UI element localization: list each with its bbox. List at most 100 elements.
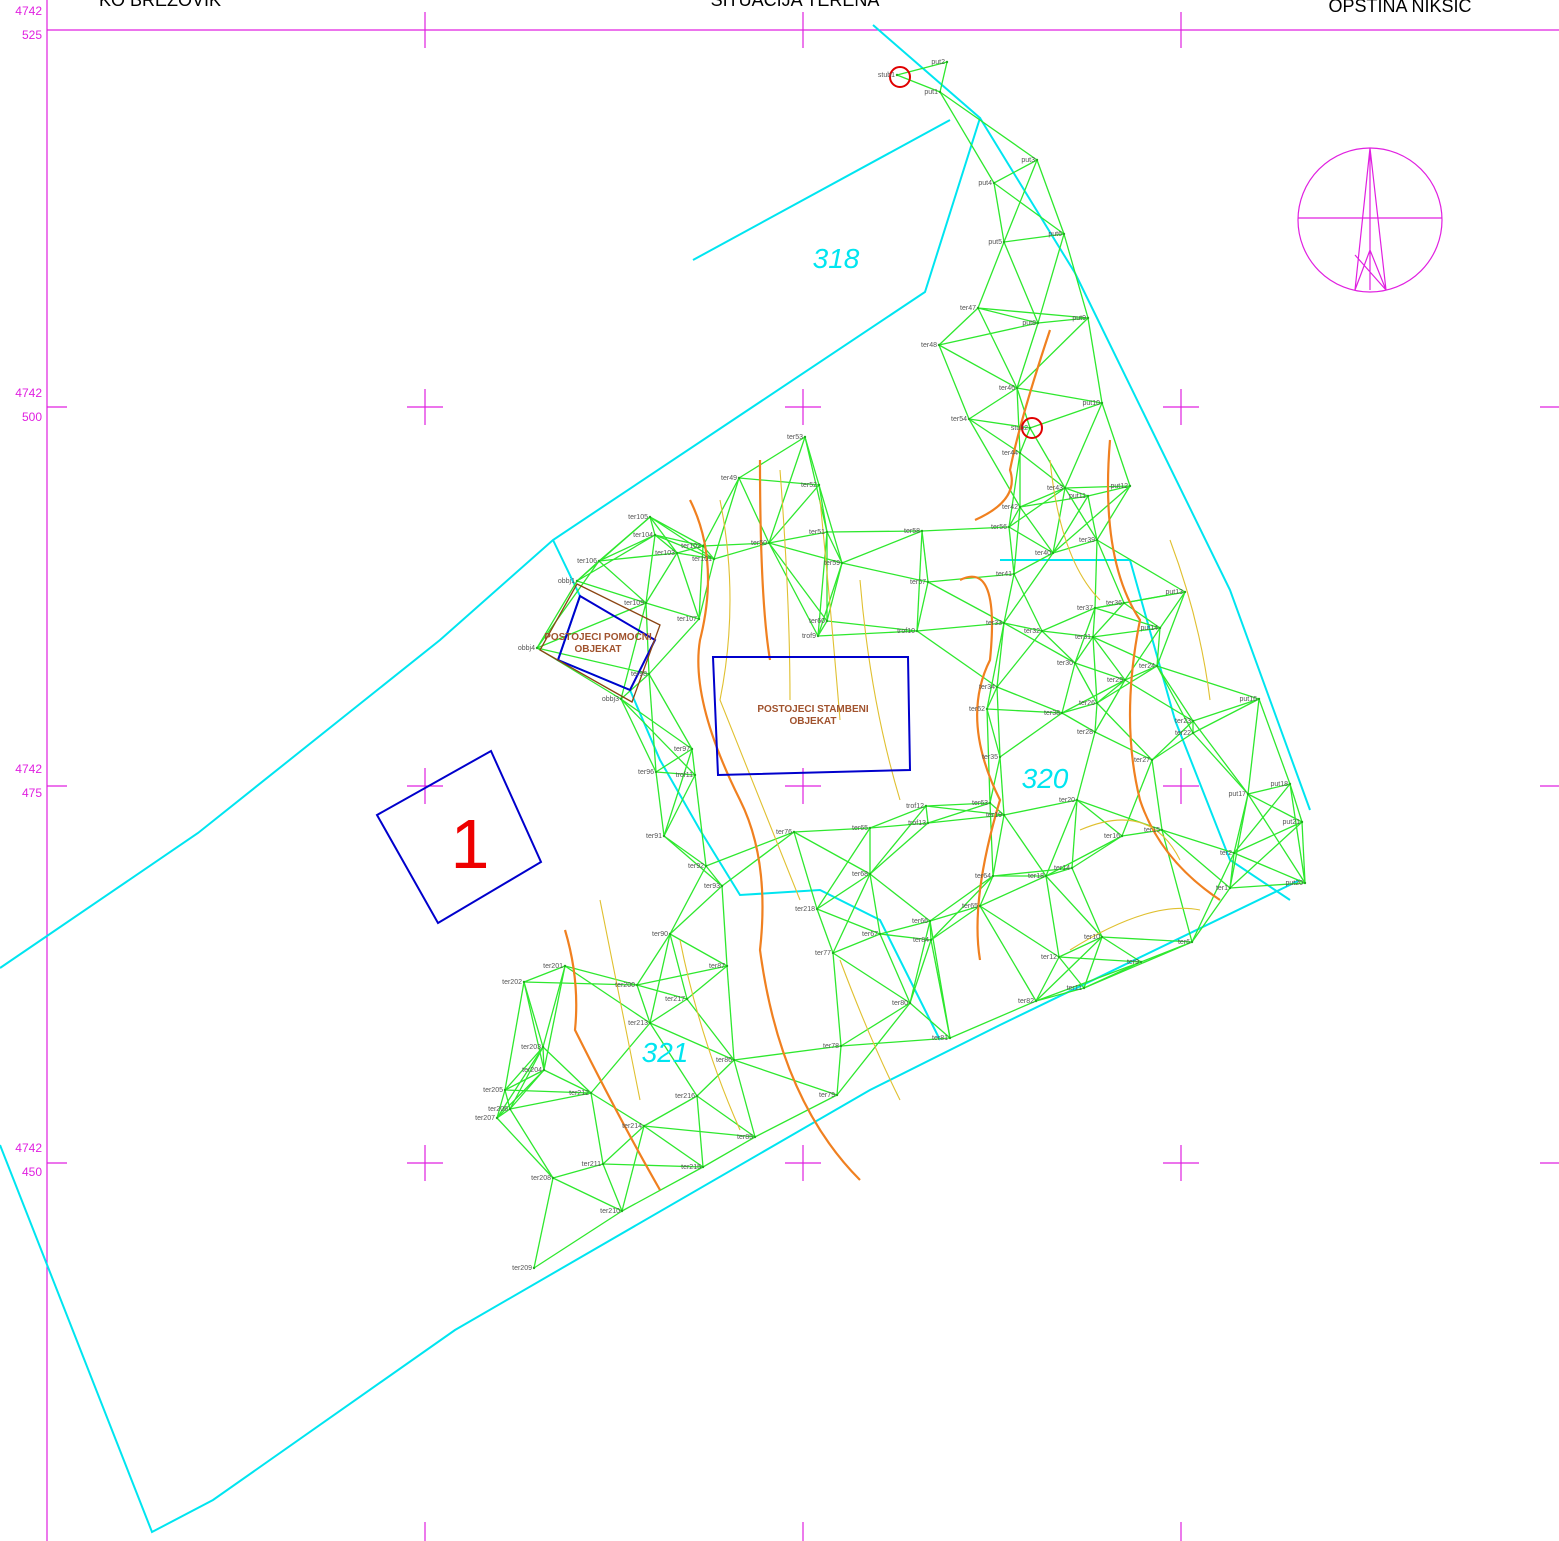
tin-edge [930, 875, 994, 941]
tin-edge [1247, 793, 1303, 823]
point-label: ter32 [1024, 628, 1040, 635]
point-label: ter214 [622, 1123, 642, 1130]
survey-point [648, 1021, 652, 1025]
tin-edge [1016, 317, 1089, 389]
point-label: put8 [1022, 320, 1036, 327]
tin-edge [977, 307, 1089, 319]
tin-edge [1301, 821, 1306, 884]
point-label: obbj4 [518, 645, 535, 652]
header-right: OPSTINA NIKSIC [1328, 0, 1471, 16]
coord-label: 4742 [15, 4, 42, 18]
tin-edge [536, 560, 600, 649]
coord-label: 475 [22, 786, 42, 800]
point-label: ter51 [809, 529, 825, 536]
tin-edge [654, 534, 715, 560]
survey-point [992, 181, 996, 185]
tin-edge [768, 436, 806, 544]
tin-edge [509, 1108, 554, 1179]
point-label: ter10 [1084, 934, 1100, 941]
tin-edge [1052, 487, 1066, 554]
tin-edge [840, 1002, 911, 1047]
tin-edge [793, 827, 871, 833]
survey-point [924, 804, 928, 808]
tin-edge [1121, 759, 1153, 837]
tin-edge [1161, 829, 1235, 854]
tin-edge [768, 542, 843, 564]
survey-point [1300, 820, 1304, 824]
point-label: ter64 [975, 873, 991, 880]
survey-point [1075, 798, 1079, 802]
tin-edge [938, 307, 979, 346]
point-label: ter206 [488, 1106, 508, 1113]
survey-point [1070, 866, 1074, 870]
survey-point [551, 1176, 555, 1180]
tin-edge [1233, 783, 1291, 854]
building-label: POSTOJECI POMOCNI [544, 632, 652, 643]
point-label: put18 [1270, 781, 1288, 788]
point-label: ter54 [951, 416, 967, 423]
tin-edge [909, 1002, 951, 1039]
survey-point [690, 747, 694, 751]
triangulation [496, 61, 1306, 1269]
point-label: ter92 [688, 863, 704, 870]
survey-point [575, 579, 579, 583]
point-label: ter6 [1178, 939, 1190, 946]
tin-edge [542, 965, 566, 1048]
tin-edge [1156, 665, 1194, 722]
tin-edge [523, 981, 544, 1048]
survey-point [937, 343, 941, 347]
tin-edge [496, 1069, 545, 1119]
point-label: ter57 [910, 579, 926, 586]
tin-edge [1045, 875, 1060, 958]
tin-edge [793, 831, 871, 875]
point-label: ter52 [801, 482, 817, 489]
point-label: ter15 [1144, 827, 1160, 834]
tin-edge [921, 526, 1010, 532]
survey-point [1190, 940, 1194, 944]
tin-edge [523, 965, 566, 983]
point-label: ter205 [483, 1087, 503, 1094]
point-label: ter20 [1059, 797, 1075, 804]
tin-edge [698, 545, 704, 620]
survey-point [835, 1093, 839, 1097]
point-label: put20 [1285, 880, 1303, 887]
tin-edge [1071, 799, 1078, 869]
tin-edge [1071, 867, 1103, 938]
tin-edge [869, 873, 881, 935]
survey-point [1051, 551, 1055, 555]
tin-edge [832, 873, 871, 954]
point-label: ter209 [512, 1265, 532, 1272]
tin-edge [686, 998, 735, 1061]
tin-edge [1008, 506, 1021, 528]
survey-point [976, 306, 980, 310]
tin-edge [938, 344, 970, 420]
tin-edge [590, 1092, 645, 1127]
survey-point [767, 541, 771, 545]
coord-label: 450 [22, 1165, 42, 1179]
tin-edge [504, 1089, 592, 1094]
coord-label: 500 [22, 410, 42, 424]
tin-edge [929, 905, 981, 922]
survey-point [737, 476, 741, 480]
tin-edge [939, 61, 948, 93]
survey-point [1002, 621, 1006, 625]
point-label: ter217 [665, 996, 685, 1003]
tin-edge [930, 905, 981, 941]
tin-edge [576, 580, 647, 604]
tin-edge [602, 1163, 623, 1212]
tin-edge [698, 558, 715, 620]
tin-edge [738, 477, 770, 544]
grid-frame [46, 0, 1559, 1541]
point-label: trof12 [906, 803, 924, 810]
tin-edge [1036, 159, 1065, 235]
tin-edge [733, 1045, 842, 1061]
tin-edge [1061, 679, 1126, 714]
survey-point [693, 773, 697, 777]
coord-label: 4742 [15, 762, 42, 776]
point-label: ter202 [502, 979, 522, 986]
tin-edge [1092, 636, 1158, 667]
tin-edge [832, 933, 881, 954]
point-label: put4 [978, 180, 992, 187]
tin-edge [1191, 887, 1231, 943]
tin-edge [713, 542, 770, 560]
